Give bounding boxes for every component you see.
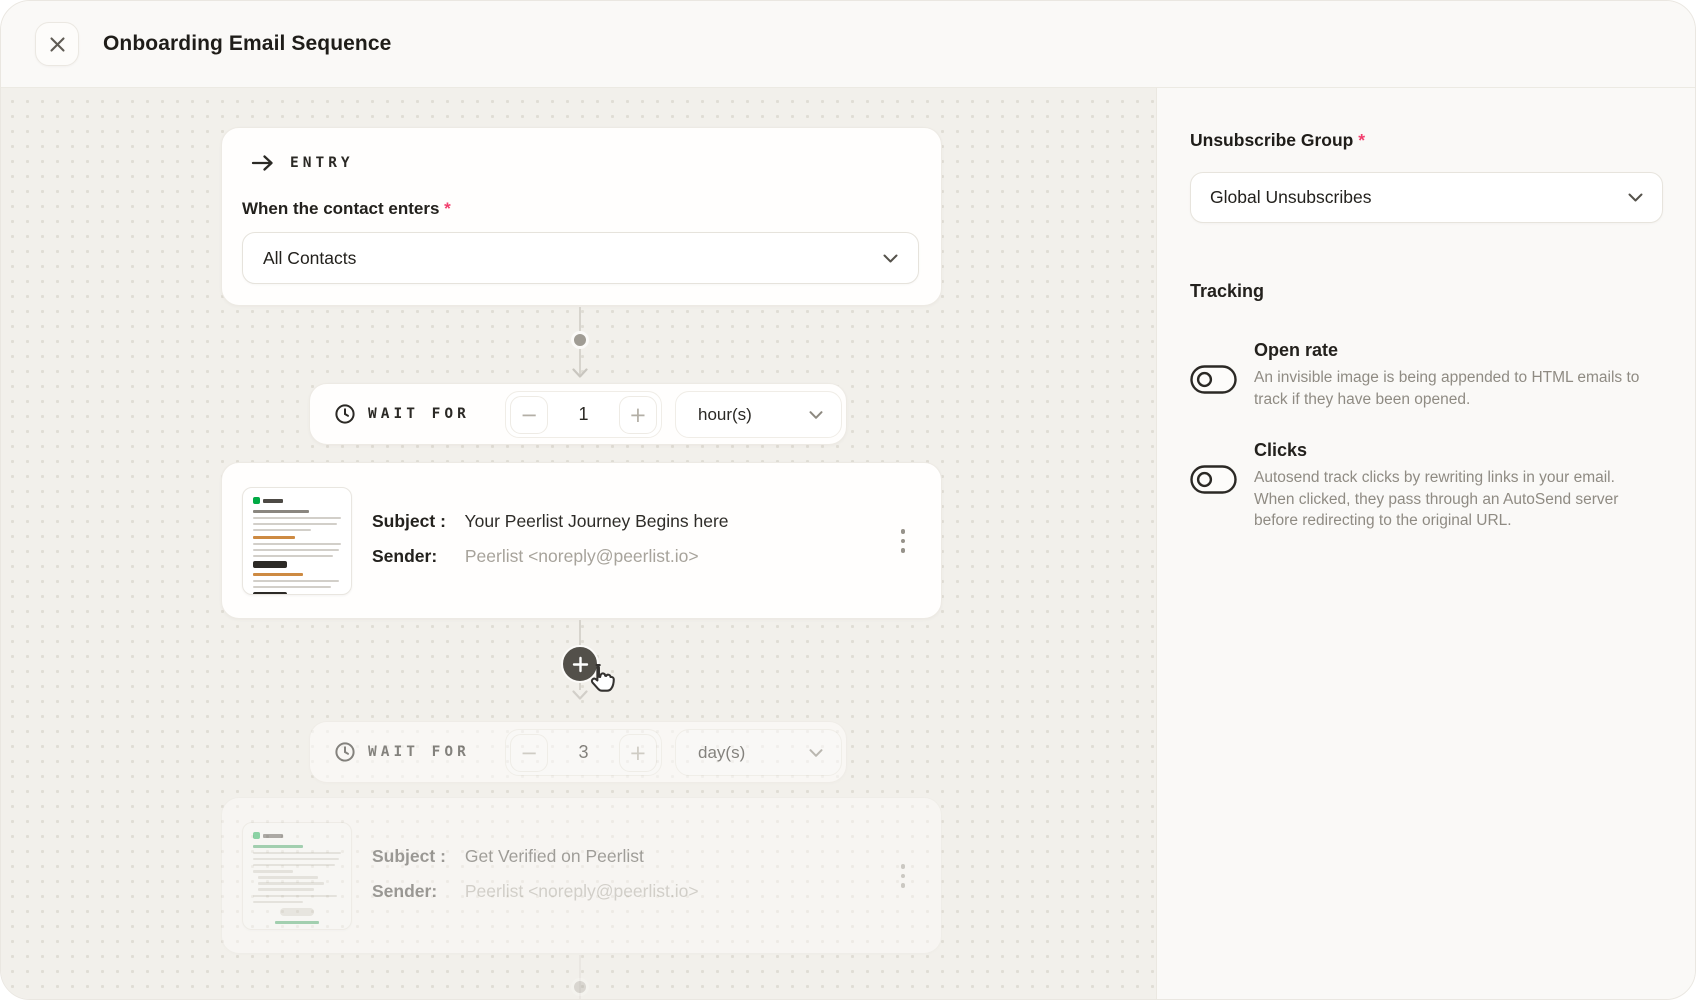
peerlist-logo xyxy=(253,497,260,504)
entry-badge-label: ENTRY xyxy=(290,155,354,171)
sender-label: Sender: xyxy=(372,881,438,901)
sender-value: Peerlist <noreply@peerlist.io> xyxy=(464,881,699,901)
unsubscribe-group-label: Unsubscribe Group * xyxy=(1190,130,1366,150)
subject-label: Subject : xyxy=(372,511,446,531)
wait-unit-value: hour(s) xyxy=(698,404,752,424)
subject-value: Get Verified on Peerlist xyxy=(464,846,644,866)
sender-value: Peerlist <noreply@peerlist.io> xyxy=(464,546,699,566)
page-title: Onboarding Email Sequence xyxy=(103,32,392,55)
hand-cursor-icon xyxy=(582,660,620,698)
close-button[interactable] xyxy=(35,22,79,66)
tracking-section-title: Tracking xyxy=(1190,281,1265,301)
wait-duration-stepper: − 3 + xyxy=(505,729,662,776)
tracking-item-clicks: Clicks Autosend track clicks by rewritin… xyxy=(1190,440,1663,532)
entry-audience-select[interactable]: All Contacts xyxy=(242,232,919,284)
entry-audience-value: All Contacts xyxy=(263,247,357,268)
wait-badge-label: WAIT FOR xyxy=(368,406,470,422)
plus-icon xyxy=(572,656,589,673)
unsubscribe-group-value: Global Unsubscribes xyxy=(1210,187,1372,207)
entry-step-card: ENTRY When the contact enters * All Cont… xyxy=(221,127,942,306)
email-meta: Subject : Your Peerlist Journey Begins h… xyxy=(372,508,729,578)
connector-dot xyxy=(571,978,589,996)
wait-unit-select[interactable]: day(s) xyxy=(675,729,842,776)
arrow-down-icon xyxy=(572,368,588,378)
wait-unit-select[interactable]: hour(s) xyxy=(675,391,842,438)
unsubscribe-group-select[interactable]: Global Unsubscribes xyxy=(1190,172,1663,223)
required-asterisk: * xyxy=(1358,130,1366,150)
email-meta: Subject : Get Verified on Peerlist Sende… xyxy=(372,843,699,913)
tracking-item-open-rate: Open rate An invisible image is being ap… xyxy=(1190,340,1663,410)
wait-unit-value: day(s) xyxy=(698,742,746,762)
chevron-down-icon xyxy=(1628,193,1643,202)
chevron-down-icon xyxy=(883,254,898,263)
email-options-menu-icon[interactable] xyxy=(893,521,913,561)
decrement-button[interactable]: − xyxy=(510,395,548,434)
decrement-button[interactable]: − xyxy=(510,733,548,772)
email-preview-thumbnail xyxy=(242,487,352,595)
increment-button[interactable]: + xyxy=(618,395,657,434)
wait-step-card: WAIT FOR − 1 + hour(s) xyxy=(309,383,847,445)
flow-canvas: ENTRY When the contact enters * All Cont… xyxy=(1,87,1156,999)
entry-question-label: When the contact enters * xyxy=(242,199,451,218)
clock-icon xyxy=(334,403,356,425)
email-preview-thumbnail xyxy=(242,822,352,930)
open-rate-title: Open rate xyxy=(1254,340,1339,360)
open-rate-toggle[interactable] xyxy=(1190,365,1254,394)
close-icon xyxy=(48,35,67,54)
chevron-down-icon xyxy=(809,410,823,419)
email-step-card[interactable]: Subject : Your Peerlist Journey Begins h… xyxy=(221,462,942,619)
connector-dot[interactable] xyxy=(571,331,589,349)
header: Onboarding Email Sequence xyxy=(1,1,1695,87)
clicks-description: Autosend track clicks by rewriting links… xyxy=(1254,469,1619,529)
wait-badge-label: WAIT FOR xyxy=(368,744,470,760)
entry-badge: ENTRY xyxy=(242,154,919,172)
wait-amount-value[interactable]: 3 xyxy=(578,742,589,762)
add-step-button[interactable] xyxy=(561,645,599,683)
clicks-toggle[interactable] xyxy=(1190,465,1254,494)
subject-label: Subject : xyxy=(372,846,446,866)
required-asterisk: * xyxy=(444,199,451,218)
arrow-down-icon xyxy=(572,690,588,700)
subject-value: Your Peerlist Journey Begins here xyxy=(464,511,729,531)
wait-step-card: WAIT FOR − 3 + day(s) xyxy=(309,721,847,783)
arrow-right-icon xyxy=(251,154,275,172)
settings-panel: Unsubscribe Group * Global Unsubscribes … xyxy=(1156,87,1695,999)
open-rate-description: An invisible image is being appended to … xyxy=(1254,369,1640,408)
peerlist-logo xyxy=(253,832,260,839)
email-options-menu-icon[interactable] xyxy=(893,856,913,896)
email-step-card[interactable]: Subject : Get Verified on Peerlist Sende… xyxy=(221,797,942,954)
clicks-title: Clicks xyxy=(1254,440,1308,460)
clock-icon xyxy=(334,741,356,763)
chevron-down-icon xyxy=(809,748,823,757)
sender-label: Sender: xyxy=(372,546,438,566)
wait-amount-value[interactable]: 1 xyxy=(578,404,589,424)
connector-line xyxy=(579,955,581,999)
increment-button[interactable]: + xyxy=(618,733,657,772)
wait-duration-stepper: − 1 + xyxy=(505,391,662,438)
